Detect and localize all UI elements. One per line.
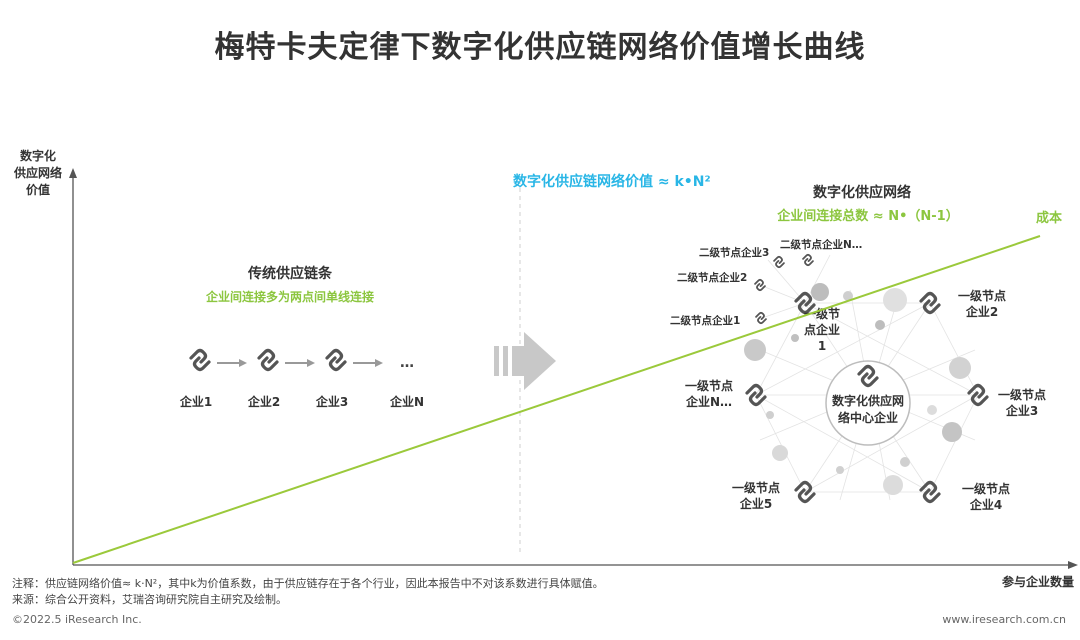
chain-link-icon: [189, 348, 211, 372]
node-1-label: 点企业: [804, 322, 840, 337]
digital-subtitle: 企业间连接总数 ≈ N•（N-1）: [776, 208, 958, 224]
chain-link-icon: [325, 348, 347, 372]
company-label: 企业2: [247, 394, 280, 409]
center-node-label: 络中心企业: [838, 410, 898, 425]
y-axis-label-3: 价值: [26, 182, 50, 197]
node-n-label: 一级节点: [685, 378, 733, 393]
x-axis-label: 参与企业数量: [1002, 574, 1074, 589]
website-link[interactable]: www.iresearch.com.cn: [942, 613, 1066, 626]
x-axis-arrow: [1068, 561, 1078, 569]
chain-ellipsis: …: [400, 355, 414, 371]
chain-link-icon: [257, 348, 279, 372]
node-2-label: 一级节点: [958, 288, 1006, 303]
company-label: 企业N: [389, 394, 424, 409]
cost-line: [72, 235, 1041, 564]
y-axis-label-1: 数字化: [20, 148, 56, 163]
copyright: ©2022.5 iResearch Inc.: [12, 613, 142, 626]
node-3-label: 企业3: [1005, 403, 1038, 418]
cost-label: 成本: [1036, 210, 1062, 226]
chain-link-icon: [773, 255, 785, 269]
node-3-label: 一级节点: [998, 387, 1046, 402]
second-level-label: 二级节点企业1: [670, 314, 740, 327]
digital-title: 数字化供应网络: [813, 184, 911, 201]
node-n-label: 企业N…: [685, 394, 732, 409]
node-1-label: 1: [818, 339, 826, 353]
node-1-label: 一级节: [804, 306, 840, 321]
page-title: 梅特卡夫定律下数字化供应链网络价值增长曲线: [214, 30, 866, 65]
y-axis-label-2: 供应网络: [13, 165, 62, 180]
center-node-label: 数字化供应网: [832, 393, 904, 408]
node-5-label: 企业5: [739, 496, 772, 511]
chain-link-icon: [802, 253, 814, 267]
transition-arrow: [494, 332, 556, 390]
value-formula: 数字化供应链网络价值 ≈ k•N²: [513, 173, 711, 190]
second-level-label: 二级节点企业2: [677, 271, 747, 284]
traditional-subtitle: 企业间连接多为两点间单线连接: [205, 289, 374, 304]
node-4-label: 一级节点: [962, 481, 1010, 496]
y-axis-arrow: [69, 168, 77, 178]
network-dots: [744, 283, 971, 495]
node-2-label: 企业2: [965, 304, 998, 319]
center-node: [825, 360, 911, 446]
node-4-label: 企业4: [969, 497, 1002, 512]
second-level-label: 二级节点企业N…: [780, 238, 862, 251]
chain-arrows: [217, 359, 383, 367]
chain-link-icon: [755, 311, 767, 325]
company-label: 企业3: [315, 394, 348, 409]
node-5-label: 一级节点: [732, 480, 780, 495]
company-label: 企业1: [179, 394, 212, 409]
second-level-label: 二级节点企业3: [699, 246, 769, 259]
note-text: 注释：供应链网络价值≈ k·N²，其中k为价值系数，由于供应链存在于各个行业，因…: [12, 577, 604, 590]
traditional-title: 传统供应链条: [247, 265, 333, 282]
source-text: 来源：综合公开资料，艾瑞咨询研究院自主研究及绘制。: [12, 593, 287, 606]
